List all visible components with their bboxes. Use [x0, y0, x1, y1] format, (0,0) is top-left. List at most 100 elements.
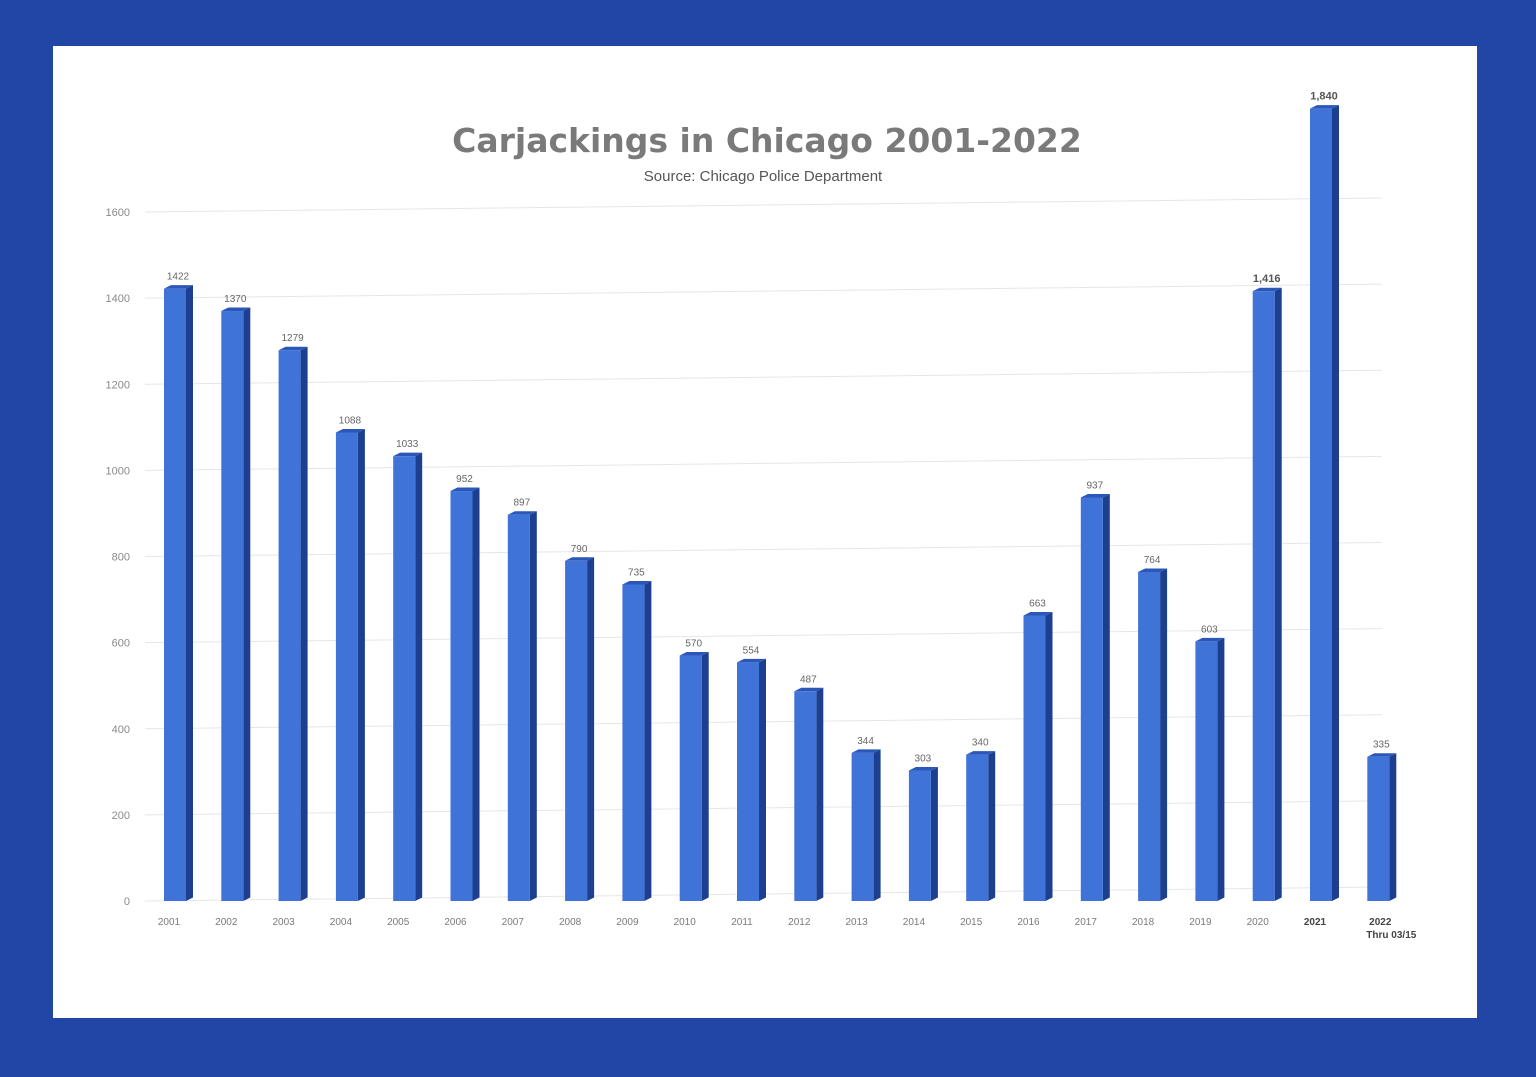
bar-side-2013: [873, 749, 881, 901]
bar-front-2010: [679, 655, 702, 901]
bar-top-2002: [221, 307, 251, 312]
y-tick-label-2: 400: [112, 724, 130, 736]
bar-front-2014: [908, 770, 931, 901]
x-tick-label-2002: 2002: [215, 917, 238, 928]
chart-title: Carjackings in Chicago 2001-2022: [452, 121, 1082, 160]
gridline-4: [144, 542, 1383, 557]
gridline-3: [144, 628, 1383, 644]
data-label-2019: 603: [1201, 624, 1218, 635]
x-tick-label-2005: 2005: [387, 917, 410, 928]
bar-2014: [908, 767, 938, 901]
y-tick-label-5: 1000: [106, 465, 130, 477]
x-tick-label-2022: 2022: [1369, 917, 1392, 928]
data-label-2017: 937: [1086, 481, 1103, 492]
x-tick-sublabel-2022: Thru 03/15: [1366, 930, 1416, 941]
x-tick-label-2013: 2013: [845, 917, 868, 928]
bar-top-2017: [1080, 494, 1110, 498]
data-label-2013: 344: [857, 736, 874, 747]
bar-top-2003: [278, 346, 308, 351]
bar-front-2013: [851, 752, 874, 901]
y-tick-label-7: 1400: [106, 293, 130, 305]
bar-top-2018: [1138, 568, 1168, 573]
bar-front-2017: [1080, 497, 1103, 901]
bar-top-2005: [393, 452, 423, 457]
bar-top-2001: [164, 285, 193, 289]
data-label-2016: 663: [1029, 598, 1046, 609]
y-tick-label-6: 1200: [106, 379, 130, 391]
data-label-2010: 570: [685, 639, 702, 650]
x-tick-label-2016: 2016: [1017, 917, 1040, 928]
data-label-2011: 554: [743, 645, 760, 656]
x-tick-label-2017: 2017: [1075, 917, 1098, 928]
x-tick-label-2007: 2007: [502, 917, 525, 928]
bar-2007: [507, 511, 537, 901]
bar-side-2009: [644, 580, 652, 901]
bar-top-2021: [1310, 105, 1339, 109]
x-tick-label-2010: 2010: [674, 917, 697, 928]
bar-front-2002: [221, 311, 244, 901]
gridline-7: [144, 283, 1383, 299]
bar-front-2021: [1310, 108, 1332, 901]
x-tick-label-2001: 2001: [158, 917, 181, 928]
bar-top-2020: [1252, 287, 1282, 292]
x-tick-label-2003: 2003: [272, 917, 295, 928]
bar-front-2006: [450, 491, 473, 901]
bar-top-2008: [565, 557, 595, 561]
bar-front-2009: [622, 584, 645, 901]
bar-side-2002: [243, 307, 251, 901]
data-label-2005: 1033: [396, 439, 419, 450]
bar-side-2018: [1160, 568, 1168, 901]
data-label-2020: 1,416: [1253, 273, 1281, 285]
bar-2001: [164, 285, 193, 901]
bar-side-2004: [357, 428, 365, 901]
x-tick-label-2012: 2012: [788, 917, 811, 928]
bar-front-2004: [335, 432, 358, 901]
bar-2012: [794, 687, 824, 901]
data-label-2009: 735: [628, 567, 645, 578]
gridline-8: [144, 197, 1383, 213]
bar-front-2018: [1138, 572, 1161, 901]
bar-2019: [1195, 637, 1225, 901]
bar-side-2010: [701, 652, 709, 901]
x-tick-label-2008: 2008: [559, 917, 582, 928]
data-label-2022: 335: [1373, 740, 1390, 751]
bar-2016: [1023, 611, 1053, 901]
bar-top-2012: [794, 687, 824, 692]
bar-side-2016: [1045, 611, 1053, 901]
data-label-2014: 303: [915, 754, 932, 765]
gridline-6: [144, 369, 1383, 385]
bar-side-2003: [300, 346, 308, 902]
data-label-2015: 340: [972, 738, 989, 749]
bar-front-2012: [794, 691, 817, 901]
x-tick-label-2009: 2009: [616, 917, 639, 928]
bar-2003: [278, 346, 308, 902]
bar-side-2022: [1389, 753, 1397, 901]
bar-top-2014: [908, 767, 938, 771]
bar-front-2019: [1195, 641, 1218, 901]
y-tick-label-3: 600: [112, 638, 130, 650]
bar-top-2010: [679, 652, 709, 656]
bar-side-2012: [816, 687, 824, 901]
bar-top-2011: [737, 658, 766, 663]
bar-front-2008: [565, 560, 588, 901]
y-tick-label-1: 200: [112, 810, 130, 822]
bar-side-2008: [587, 557, 595, 901]
gridline-5: [144, 455, 1383, 471]
x-tick-label-2015: 2015: [960, 917, 983, 928]
bar-top-2016: [1023, 611, 1053, 616]
bar-2017: [1080, 494, 1110, 901]
x-tick-label-2019: 2019: [1189, 917, 1212, 928]
bar-top-2006: [450, 487, 480, 492]
bar-side-2017: [1102, 494, 1110, 901]
bar-side-2020: [1274, 287, 1282, 901]
y-axis: 0 200 400 600 800 1000 1200 1400 1600: [106, 207, 130, 908]
bar-2010: [679, 652, 709, 901]
data-label-2003: 1279: [281, 333, 304, 344]
bar-2021: [1310, 105, 1339, 901]
bar-side-2005: [415, 452, 423, 901]
bar-top-2019: [1195, 637, 1225, 642]
bar-side-2011: [759, 658, 766, 901]
x-tick-label-2021: 2021: [1304, 917, 1327, 928]
bar-top-2004: [335, 428, 365, 433]
